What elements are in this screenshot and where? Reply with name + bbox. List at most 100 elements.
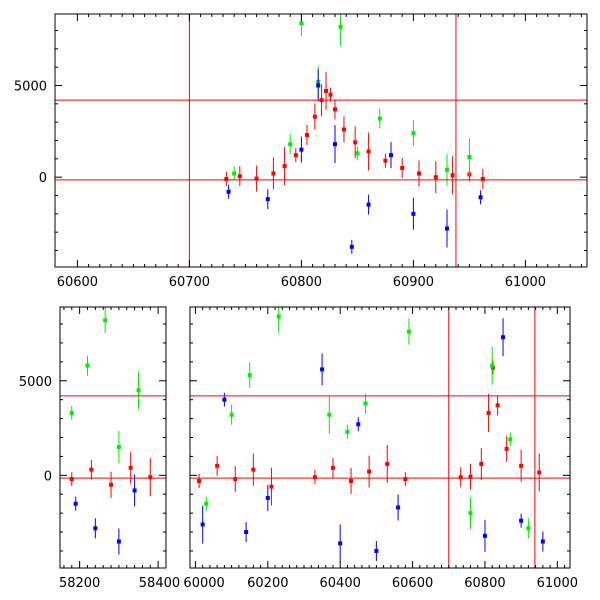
data-point <box>366 202 371 207</box>
data-point <box>490 363 495 368</box>
data-point <box>519 518 524 523</box>
data-point <box>353 140 358 145</box>
data-point <box>288 142 293 147</box>
data-point <box>226 189 231 194</box>
data-point <box>136 388 141 393</box>
data-point <box>251 467 256 472</box>
data-point <box>366 149 371 154</box>
data-point <box>540 539 545 544</box>
top-panel-tick-labels: 60600 60700 60800 60900 61000 0 5000 <box>14 80 546 291</box>
data-point <box>330 465 335 470</box>
data-point <box>478 195 483 200</box>
data-point <box>468 511 473 516</box>
bottom-panel-frame-segment <box>189 306 571 569</box>
data-point <box>69 477 74 482</box>
data-point <box>526 526 531 531</box>
bottom-x-tick-label: 60000 <box>183 576 224 591</box>
data-point <box>374 548 379 553</box>
data-point <box>450 173 455 178</box>
data-point <box>299 21 304 26</box>
data-point <box>486 410 491 415</box>
data-point <box>389 153 393 158</box>
data-point <box>132 488 137 493</box>
data-point <box>116 539 121 544</box>
bottom-panel-frame-segment <box>59 306 167 569</box>
data-point <box>276 314 281 319</box>
data-point <box>73 501 78 506</box>
bottom-x-tick-label: 60200 <box>247 576 288 591</box>
data-point <box>103 318 108 323</box>
data-point <box>383 158 388 163</box>
data-point <box>445 226 449 231</box>
data-point <box>501 335 506 340</box>
data-point <box>244 530 249 535</box>
top-panel-data-series <box>224 14 485 254</box>
data-point <box>403 477 408 482</box>
top-panel: 60600 60700 60800 60900 61000 0 5000 <box>14 13 588 291</box>
data-point <box>495 403 500 408</box>
top-x-tick-label: 60700 <box>169 275 210 290</box>
data-point <box>345 429 350 434</box>
data-point <box>89 467 94 472</box>
data-point <box>204 501 209 506</box>
data-point <box>93 526 98 531</box>
data-point <box>200 522 205 527</box>
data-point <box>299 147 304 152</box>
data-point <box>433 175 438 180</box>
top-y-tick-label: 0 <box>39 171 47 186</box>
bottom-panel-tick-labels: 58200 58400 60000 60200 60400 60600 6080… <box>19 375 578 591</box>
data-point <box>148 475 153 480</box>
data-point <box>406 329 411 334</box>
data-point <box>445 167 449 172</box>
data-point <box>356 422 361 427</box>
data-point <box>467 155 472 159</box>
data-point <box>367 469 372 474</box>
data-point <box>537 470 542 475</box>
data-point <box>232 171 237 176</box>
data-point <box>247 373 252 378</box>
data-point <box>508 437 513 442</box>
bottom-panel: 58200 58400 60000 60200 60400 60600 6080… <box>19 306 578 591</box>
data-point <box>355 151 360 156</box>
data-point <box>400 166 405 170</box>
data-point <box>377 116 382 121</box>
data-point <box>417 171 421 176</box>
data-point <box>128 465 133 470</box>
top-x-tick-label: 61000 <box>505 275 546 290</box>
data-point <box>324 89 329 93</box>
bottom-panel-data-series <box>69 307 545 563</box>
data-point <box>237 174 242 179</box>
top-x-tick-label: 60600 <box>57 275 98 290</box>
data-point <box>85 363 90 368</box>
data-point <box>341 127 346 132</box>
data-point <box>271 171 276 176</box>
data-point <box>293 153 298 158</box>
data-point <box>482 533 487 538</box>
data-point <box>265 197 270 202</box>
data-point <box>254 176 259 181</box>
top-panel-ticks <box>55 14 587 267</box>
bottom-y-tick-label: 0 <box>44 469 52 484</box>
data-point <box>338 541 343 546</box>
data-point <box>479 461 484 466</box>
data-point <box>333 107 337 112</box>
data-point <box>116 444 121 449</box>
bottom-x-tick-label: 58400 <box>139 576 180 591</box>
bottom-x-tick-label: 61000 <box>537 576 578 591</box>
data-point <box>320 367 325 372</box>
top-panel-frame <box>54 13 588 268</box>
data-point <box>411 211 416 216</box>
data-point <box>222 397 227 402</box>
data-point <box>265 496 270 501</box>
data-point <box>109 482 114 487</box>
bottom-x-tick-label: 60400 <box>320 576 361 591</box>
data-point <box>69 410 74 415</box>
data-point <box>229 412 234 417</box>
data-point <box>411 131 416 136</box>
bottom-panel-frames <box>59 306 571 569</box>
data-point <box>458 475 463 480</box>
data-point <box>396 505 401 510</box>
top-x-tick-label: 60800 <box>281 275 322 290</box>
data-point <box>385 461 390 466</box>
